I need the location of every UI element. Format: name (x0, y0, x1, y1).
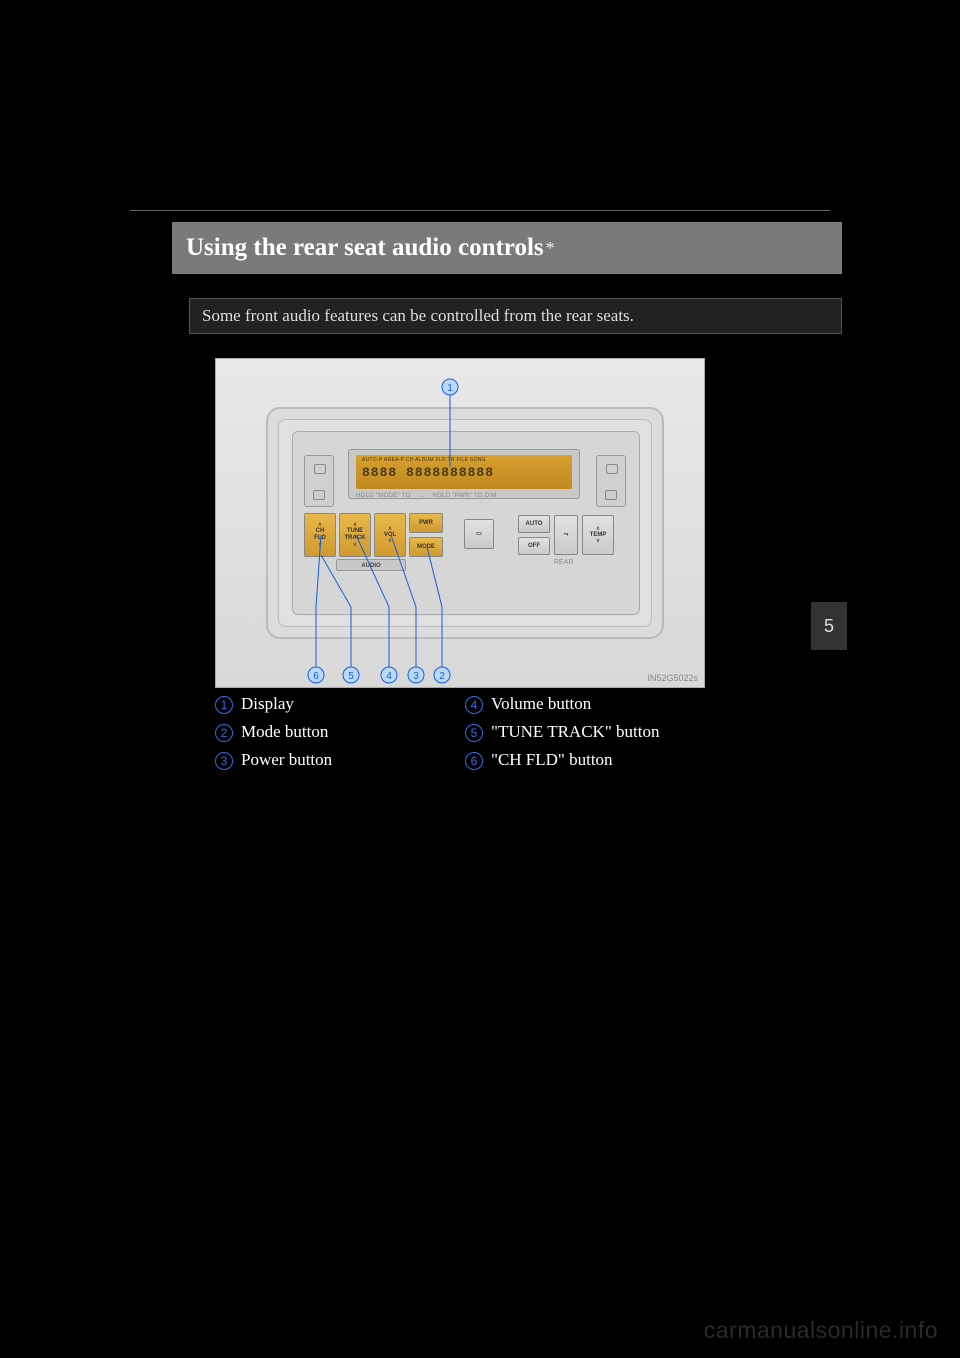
intro-box: Some front audio features can be control… (189, 298, 842, 334)
callout-2: 2 (434, 667, 450, 683)
rear-audio-panel-figure: AUTO-P AREA-P CH ALBUM FLD TR FILE SONG … (215, 358, 705, 688)
section-title: Using the rear seat audio controls (186, 234, 544, 262)
legend-number: 6 (465, 752, 483, 770)
legend-label: Mode button (241, 722, 328, 742)
svg-text:3: 3 (413, 671, 419, 682)
watermark: carmanualsonline.info (704, 1317, 938, 1344)
svg-text:6: 6 (313, 671, 319, 682)
callout-4: 4 (381, 667, 397, 683)
legend-number: 3 (215, 752, 233, 770)
manual-page: Using the rear seat audio controls * Som… (0, 0, 960, 1358)
callout-6: 6 (308, 667, 324, 683)
legend-number: 2 (215, 724, 233, 742)
callout-1: 1 (442, 379, 458, 395)
legend-item: 1 Display (215, 694, 465, 714)
legend-label: Volume button (491, 694, 591, 714)
legend-label: "CH FLD" button (491, 750, 613, 770)
legend-label: Power button (241, 750, 332, 770)
callout-5: 5 (343, 667, 359, 683)
legend-item: 5 "TUNE TRACK" button (465, 722, 715, 742)
legend-item: 4 Volume button (465, 694, 715, 714)
title-footnote-mark: * (546, 238, 555, 259)
chapter-number: 5 (824, 616, 834, 637)
intro-text: Some front audio features can be control… (202, 306, 634, 326)
chapter-tab: 5 (811, 602, 847, 650)
legend-number: 1 (215, 696, 233, 714)
legend-item: 2 Mode button (215, 722, 465, 742)
svg-text:5: 5 (348, 671, 354, 682)
legend-label: "TUNE TRACK" button (491, 722, 659, 742)
section-title-bar: Using the rear seat audio controls * (172, 222, 842, 274)
figure-code: IN52G5022s (647, 673, 698, 683)
legend-label: Display (241, 694, 294, 714)
legend-number: 4 (465, 696, 483, 714)
legend-number: 5 (465, 724, 483, 742)
svg-text:2: 2 (439, 671, 445, 682)
callout-3: 3 (408, 667, 424, 683)
callout-overlay: 1 2 3 4 5 6 (216, 359, 706, 689)
svg-text:4: 4 (386, 671, 392, 682)
header-rule (130, 210, 830, 211)
legend-item: 3 Power button (215, 750, 465, 770)
callout-legend: 1 Display 4 Volume button 2 Mode button … (215, 694, 715, 778)
legend-item: 6 "CH FLD" button (465, 750, 715, 770)
svg-text:1: 1 (447, 383, 453, 394)
